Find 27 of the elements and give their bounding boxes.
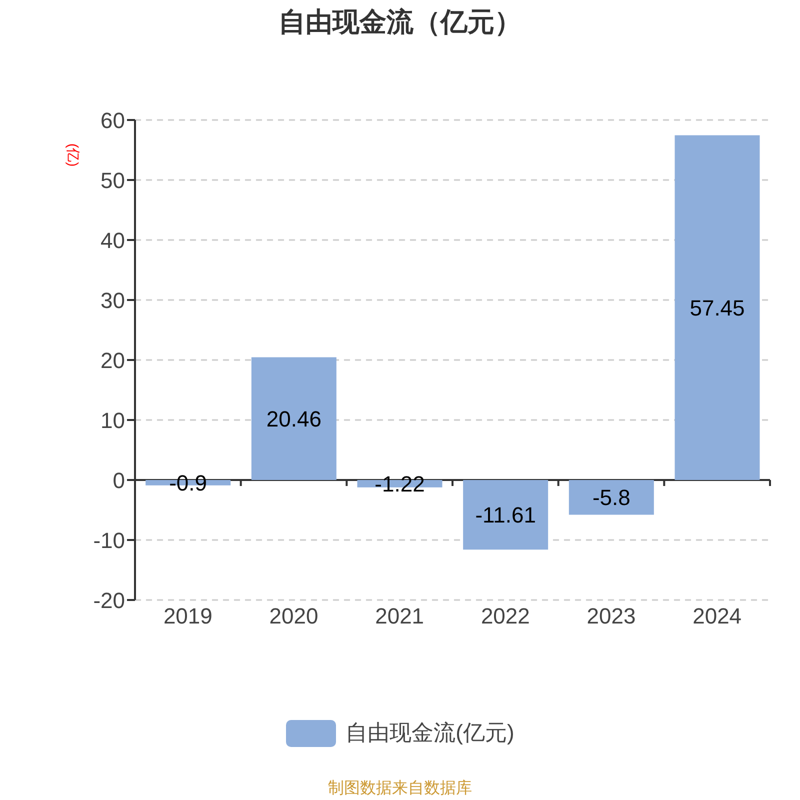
- x-tick-label: 2024: [692, 604, 742, 629]
- x-tick-label: 2023: [586, 604, 636, 629]
- data-label: -5.8: [592, 485, 630, 510]
- x-tick-label: 2022: [480, 604, 530, 629]
- y-tick-label: -10: [93, 528, 125, 553]
- legend-label: 自由现金流(亿元): [346, 719, 514, 747]
- y-tick-label: 10: [100, 408, 125, 433]
- y-tick-label: 30: [100, 288, 125, 313]
- x-tick-label: 2020: [269, 604, 318, 629]
- x-tick-label: 2021: [375, 604, 424, 629]
- y-axis-title: (亿): [64, 143, 82, 167]
- bar: [463, 480, 548, 550]
- data-label: -11.61: [475, 502, 536, 528]
- data-label: 20.46: [266, 406, 322, 432]
- y-tick-label: -20: [93, 588, 125, 613]
- data-label: 57.45: [690, 295, 745, 320]
- y-tick-label: 0: [112, 468, 125, 493]
- chart-title: 自由现金流（亿元）: [278, 6, 522, 39]
- x-tick-label: 2019: [163, 604, 212, 629]
- y-tick-label: 40: [100, 228, 125, 253]
- y-tick-label: 60: [100, 108, 125, 133]
- bar: [568, 480, 654, 515]
- y-tick-label: 50: [100, 168, 125, 193]
- bar: [674, 135, 760, 480]
- y-tick-label: 20: [100, 348, 125, 373]
- bar: [251, 357, 336, 480]
- text: 制图数据来自数据库: [327, 778, 473, 799]
